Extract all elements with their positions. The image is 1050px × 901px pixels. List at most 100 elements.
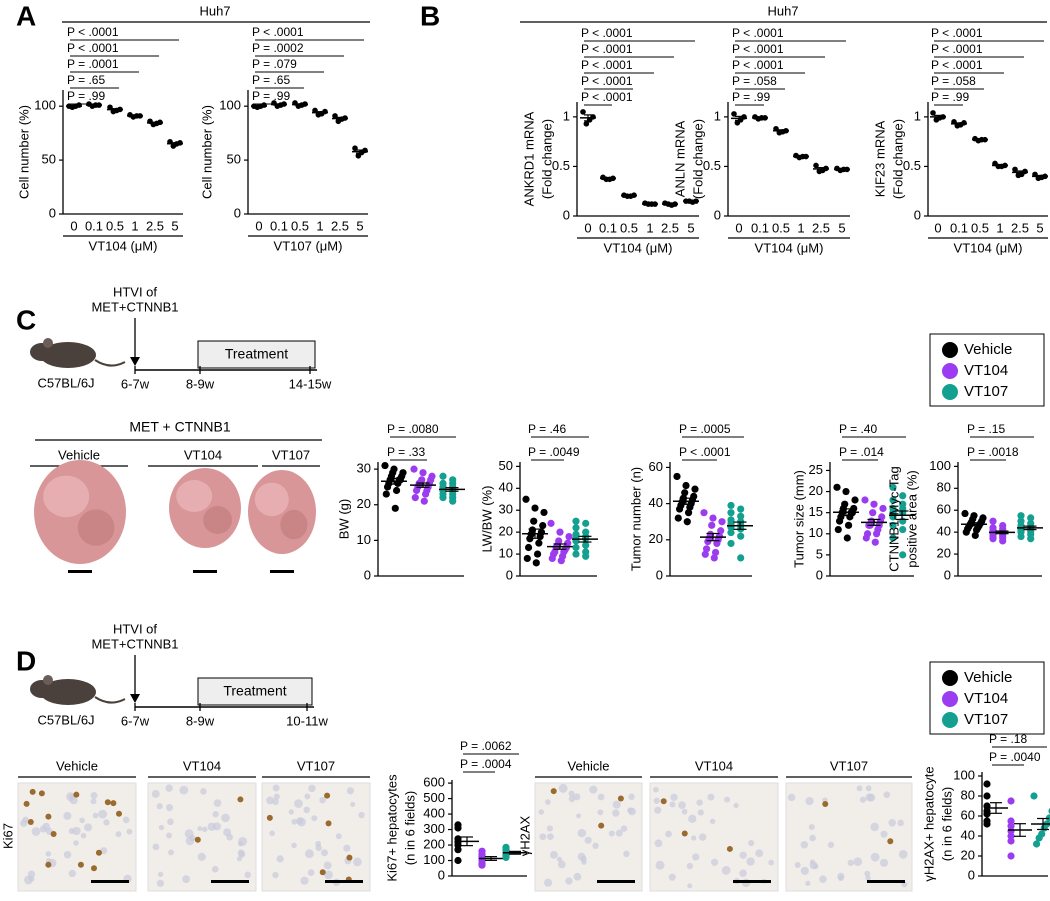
nucleus: [20, 819, 28, 827]
data-point: [709, 514, 717, 522]
ihc-image: [147, 782, 257, 892]
nucleus: [300, 876, 309, 885]
timeline-tick-label: 8-9w: [186, 376, 215, 391]
nucleus: [156, 879, 165, 887]
y-axis-label: Ki67+ hepatocytes: [384, 774, 399, 882]
nucleus: [620, 825, 628, 832]
data-point: [454, 856, 462, 865]
stained-nucleus: [110, 800, 117, 807]
mouse-tail: [94, 359, 126, 367]
treatment-label: Treatment: [225, 346, 288, 362]
nucleus: [686, 862, 694, 870]
scale-bar: [733, 880, 771, 883]
data-point: [531, 504, 539, 512]
y-axis-label: (Fold change): [539, 119, 554, 199]
data-point: [1007, 817, 1015, 825]
nucleus: [669, 801, 676, 808]
y-axis-label: CTNNB1-Myc-Tag: [886, 466, 901, 571]
y-tick-label: 0: [914, 207, 921, 222]
nucleus: [589, 785, 598, 794]
nucleus: [320, 849, 328, 857]
data-point: [889, 483, 897, 491]
y-tick-label: 0: [438, 867, 445, 882]
nucleus: [269, 830, 275, 837]
data-point: [524, 543, 533, 552]
data-point: [675, 505, 684, 513]
data-point: [572, 537, 580, 545]
p-value: P = .99: [67, 89, 105, 103]
data-point: [842, 487, 850, 496]
p-value: P < .0001: [581, 74, 633, 88]
p-value: P < .0001: [67, 41, 119, 55]
data-point: [411, 494, 419, 502]
nucleus: [800, 840, 809, 849]
y-axis-label: BW (g): [336, 499, 351, 539]
data-point: [583, 121, 590, 127]
nucleus: [691, 835, 697, 841]
p-value: P < .0001: [732, 58, 784, 72]
y-tick-label: 500: [423, 790, 445, 805]
y-tick-label: 40: [961, 827, 975, 842]
data-point: [383, 483, 392, 491]
nucleus: [794, 861, 801, 869]
ihc-label: VT107: [830, 758, 868, 773]
legend-label: VT107: [964, 711, 1008, 728]
y-tick-label: 60: [649, 459, 663, 474]
data-point: [708, 521, 716, 529]
nucleus: [612, 800, 621, 809]
y-tick-label: 0: [563, 207, 570, 222]
data-point: [684, 509, 693, 517]
nucleus: [182, 875, 191, 884]
ihc-image: [261, 782, 371, 892]
p-value: P = .0004: [460, 757, 512, 771]
data-point: [700, 509, 708, 517]
data-point: [702, 545, 711, 553]
stained-nucleus: [237, 796, 244, 803]
data-point: [532, 559, 540, 567]
legend-label: Vehicle: [964, 669, 1012, 686]
nucleus: [353, 857, 362, 867]
nucleus: [628, 793, 635, 800]
x-tick-label: 5: [1036, 220, 1043, 235]
data-point: [961, 509, 969, 518]
stained-nucleus: [45, 813, 52, 820]
nucleus: [696, 799, 703, 806]
data-point: [355, 152, 362, 159]
y-tick-label: 5: [816, 546, 823, 561]
nucleus: [165, 804, 174, 812]
data-point: [713, 539, 721, 548]
nucleus: [870, 852, 880, 862]
liver-lobe: [176, 480, 213, 512]
mouse-ear: [43, 338, 53, 348]
data-point: [1027, 535, 1035, 543]
p-value: P = .0080: [387, 422, 439, 436]
nucleus: [678, 801, 686, 810]
nucleus: [687, 883, 693, 889]
data-point: [710, 554, 718, 562]
data-point: [1032, 840, 1041, 848]
y-axis-label: LW/BW (%): [479, 486, 494, 553]
y-axis-label: (Fold change): [890, 119, 905, 199]
nucleus: [212, 811, 219, 818]
y-tick-label: 20: [937, 546, 951, 561]
ihc-label: VT104: [183, 758, 221, 773]
y-tick-label: 25: [809, 462, 823, 477]
y-tick-label: 60: [961, 807, 975, 822]
nucleus: [709, 818, 716, 825]
nucleus: [200, 788, 207, 795]
nucleus: [615, 829, 623, 837]
p-value: P = .65: [67, 73, 105, 87]
data-point: [704, 538, 712, 546]
stained-nucleus: [116, 810, 123, 817]
data-point: [813, 162, 819, 169]
ihc-label: Vehicle: [56, 758, 98, 773]
nucleus: [755, 849, 764, 858]
data-point: [1007, 832, 1015, 840]
nucleus: [79, 817, 85, 824]
data-point: [572, 550, 580, 558]
y-tick-label: 100: [423, 852, 445, 867]
mouse-body: [40, 342, 96, 368]
nucleus: [573, 872, 582, 881]
nucleus: [226, 833, 234, 841]
y-tick-label: 50: [42, 152, 56, 167]
